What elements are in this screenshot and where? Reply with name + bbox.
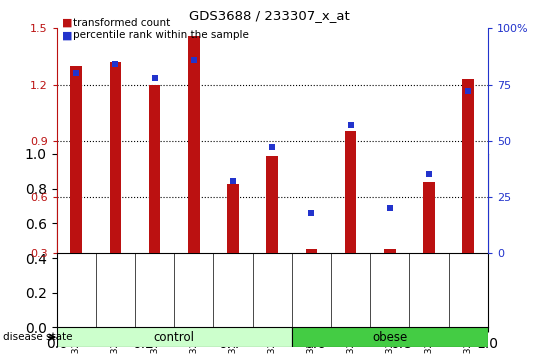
Text: disease state: disease state bbox=[3, 332, 72, 342]
Text: GDS3688 / 233307_x_at: GDS3688 / 233307_x_at bbox=[189, 9, 350, 22]
Bar bbox=[292, 327, 488, 347]
Bar bbox=[188, 36, 199, 253]
Text: percentile rank within the sample: percentile rank within the sample bbox=[73, 30, 248, 40]
Text: control: control bbox=[154, 331, 195, 344]
Bar bbox=[423, 182, 435, 253]
Text: transformed count: transformed count bbox=[73, 18, 170, 28]
Text: ■: ■ bbox=[62, 18, 72, 28]
Text: obese: obese bbox=[372, 331, 407, 344]
Bar bbox=[227, 184, 239, 253]
Bar bbox=[109, 62, 121, 253]
Bar bbox=[266, 156, 278, 253]
Bar bbox=[149, 85, 161, 253]
Text: ■: ■ bbox=[62, 30, 72, 40]
Bar bbox=[462, 79, 474, 253]
Bar bbox=[70, 66, 82, 253]
Bar bbox=[57, 327, 292, 347]
Bar bbox=[306, 249, 317, 253]
Bar bbox=[345, 131, 356, 253]
Bar bbox=[384, 249, 396, 253]
